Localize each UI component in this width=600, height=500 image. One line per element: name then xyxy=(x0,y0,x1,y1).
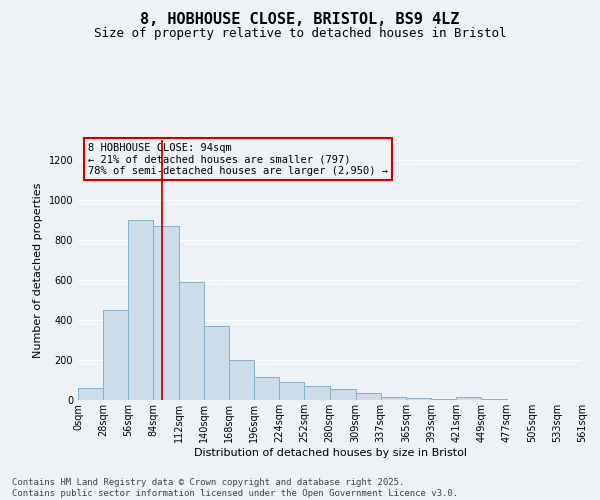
Y-axis label: Number of detached properties: Number of detached properties xyxy=(33,182,43,358)
Bar xyxy=(103,310,128,400)
Text: 8, HOBHOUSE CLOSE, BRISTOL, BS9 4LZ: 8, HOBHOUSE CLOSE, BRISTOL, BS9 4LZ xyxy=(140,12,460,28)
Bar xyxy=(179,282,204,400)
Bar xyxy=(128,220,154,400)
Bar xyxy=(456,397,481,400)
Text: Size of property relative to detached houses in Bristol: Size of property relative to detached ho… xyxy=(94,28,506,40)
Bar xyxy=(154,226,179,400)
Bar xyxy=(304,386,329,400)
Bar xyxy=(229,360,254,400)
Bar xyxy=(279,382,304,400)
Bar xyxy=(381,397,406,400)
Bar xyxy=(78,388,103,400)
Bar xyxy=(406,398,431,400)
Bar xyxy=(254,377,279,400)
Bar xyxy=(204,326,229,400)
Text: 8 HOBHOUSE CLOSE: 94sqm
← 21% of detached houses are smaller (797)
78% of semi-d: 8 HOBHOUSE CLOSE: 94sqm ← 21% of detache… xyxy=(88,142,388,176)
X-axis label: Distribution of detached houses by size in Bristol: Distribution of detached houses by size … xyxy=(193,448,467,458)
Bar xyxy=(356,393,381,400)
Text: Contains HM Land Registry data © Crown copyright and database right 2025.
Contai: Contains HM Land Registry data © Crown c… xyxy=(12,478,458,498)
Bar xyxy=(329,389,356,400)
